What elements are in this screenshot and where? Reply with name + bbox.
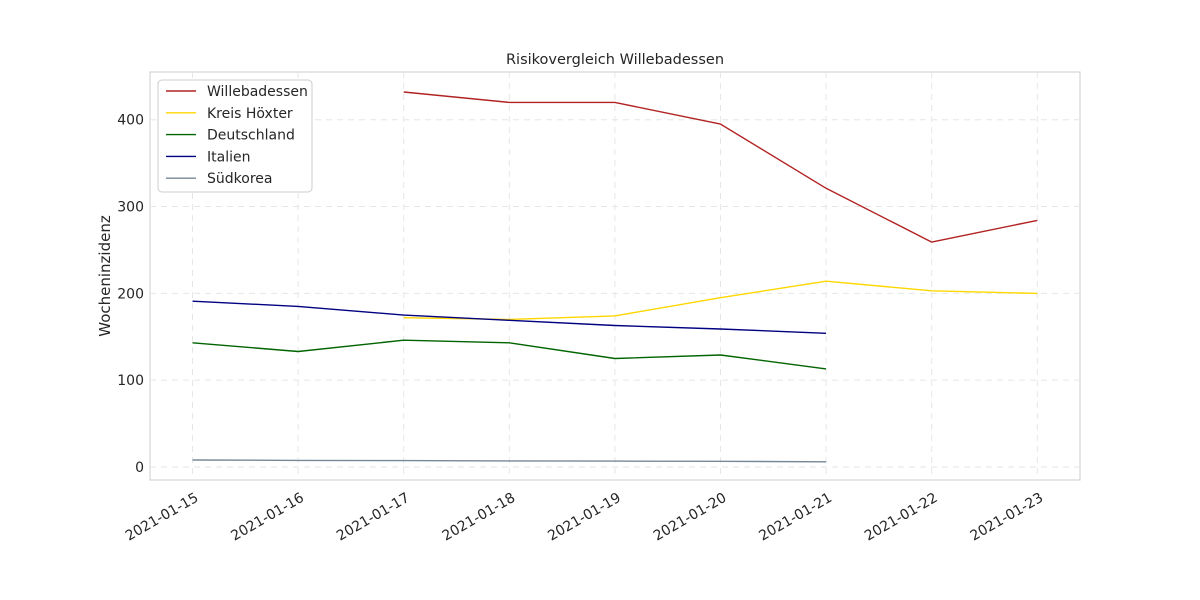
legend-box bbox=[157, 79, 313, 193]
legend: Willebadessen Kreis Höxter Deutschland Ital… bbox=[157, 79, 313, 193]
legend-label: Kreis Höxter bbox=[207, 106, 293, 122]
y-axis-title: Wocheninzidenz bbox=[96, 215, 114, 337]
y-tick-label: 100 bbox=[117, 373, 144, 389]
x-tick-label: 2021-01-21 bbox=[756, 490, 834, 545]
series-lines bbox=[192, 91, 1038, 463]
x-tick-label: 2021-01-15 bbox=[123, 490, 201, 545]
series-line-italien bbox=[192, 300, 827, 334]
legend-label: Willebadessen bbox=[207, 84, 308, 100]
y-tick-label: 0 bbox=[135, 460, 144, 476]
x-tick-label: 2021-01-16 bbox=[228, 490, 307, 545]
legend-label: Südkorea bbox=[207, 171, 272, 187]
series-line-deutschland bbox=[192, 339, 827, 370]
y-tick-label: 400 bbox=[117, 113, 144, 129]
x-tick-labels: 2021-01-15 2021-01-16 2021-01-17 2021-01-18… bbox=[123, 490, 1046, 545]
x-tick-label: 2021-01-19 bbox=[545, 490, 623, 545]
legend-label: Deutschland bbox=[207, 128, 295, 144]
series-line-willebadessen bbox=[403, 91, 1038, 243]
series-line-kreis-h-xter bbox=[403, 280, 1038, 321]
x-tick-label: 2021-01-17 bbox=[334, 490, 412, 545]
x-tick-label: 2021-01-20 bbox=[651, 490, 729, 545]
x-tick-label: 2021-01-18 bbox=[440, 490, 518, 545]
series-line-s-dkorea bbox=[192, 459, 827, 463]
x-tick-label: 2021-01-22 bbox=[862, 490, 940, 545]
y-tick-label: 200 bbox=[117, 286, 144, 302]
chart-title: Risikovergleich Willebadessen bbox=[506, 52, 724, 68]
y-tick-label: 300 bbox=[117, 200, 144, 216]
x-tick-label: 2021-01-23 bbox=[968, 490, 1046, 545]
y-tick-labels: 0 100 200 300 400 bbox=[117, 113, 144, 476]
legend-label: Italien bbox=[207, 149, 250, 165]
